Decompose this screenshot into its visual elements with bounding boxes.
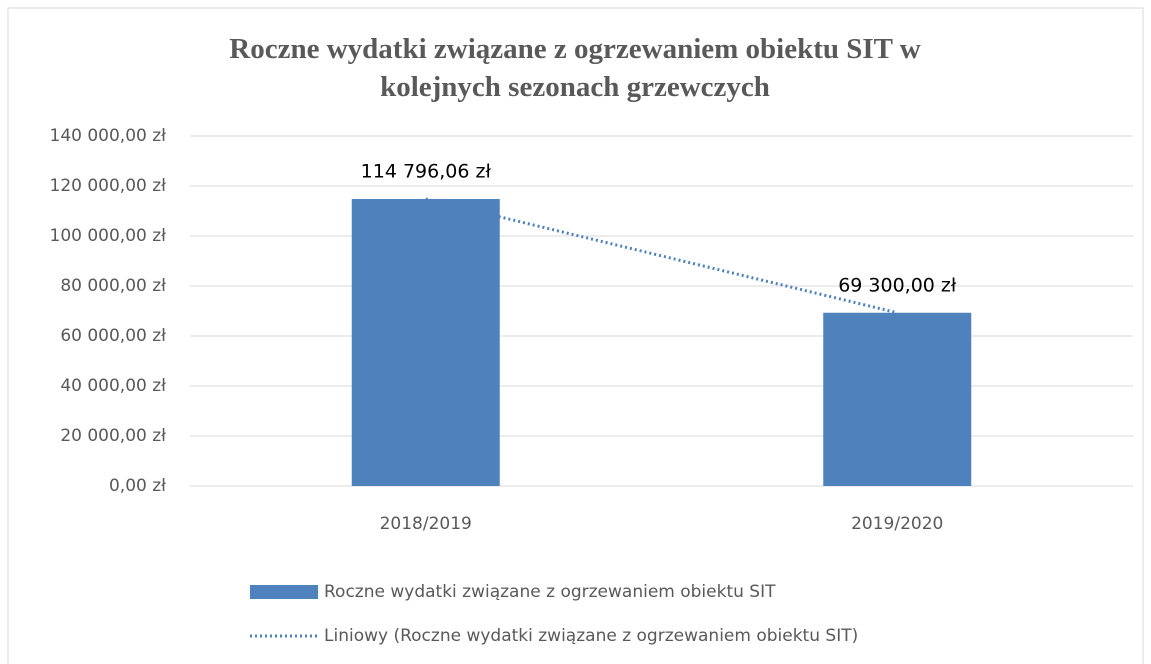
y-tick-label: 140 000,00 zł — [50, 126, 167, 146]
legend-swatch — [250, 585, 318, 599]
bar — [823, 312, 972, 486]
data-label: 114 796,06 zł — [361, 161, 492, 183]
y-tick-label: 20 000,00 zł — [60, 426, 166, 446]
y-tick-label: 60 000,00 zł — [60, 326, 166, 346]
y-tick-label: 0,00 zł — [109, 476, 166, 496]
chart-title: Roczne wydatki związane z ogrzewaniem ob… — [229, 33, 921, 103]
y-tick-label: 80 000,00 zł — [60, 276, 166, 296]
y-tick-label: 100 000,00 zł — [50, 226, 167, 246]
x-tick-label: 2019/2020 — [851, 514, 943, 534]
y-tick-label: 40 000,00 zł — [60, 376, 166, 396]
bar — [351, 199, 500, 486]
legend-label: Roczne wydatki związane z ogrzewaniem ob… — [324, 582, 776, 602]
trendline — [425, 197, 898, 315]
y-tick-label: 120 000,00 zł — [50, 176, 167, 196]
data-label: 69 300,00 zł — [838, 274, 957, 296]
legend-label: Liniowy (Roczne wydatki związane z ogrze… — [324, 626, 858, 646]
x-tick-label: 2018/2019 — [380, 514, 472, 534]
